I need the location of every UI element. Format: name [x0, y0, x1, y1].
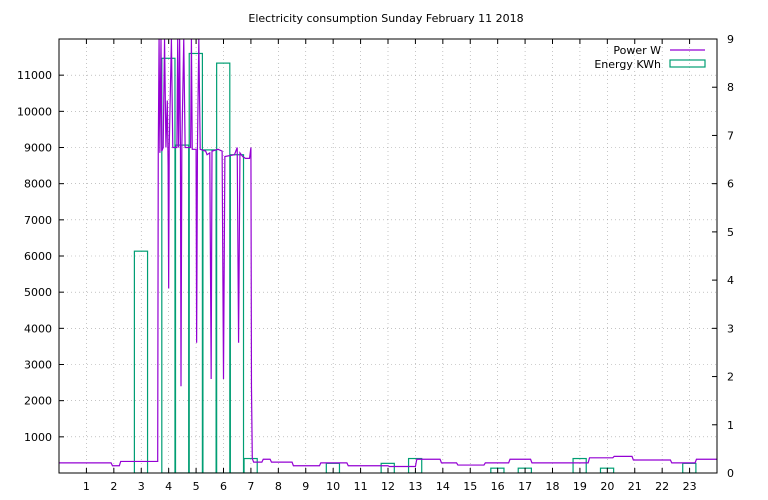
x-tick-label: 4 — [165, 480, 172, 493]
x-tick-label: 16 — [491, 480, 505, 493]
x-tick-label: 8 — [275, 480, 282, 493]
y-right-tick-label: 6 — [727, 178, 734, 191]
x-tick-label: 12 — [381, 480, 395, 493]
y-left-tick-label: 1000 — [24, 431, 52, 444]
x-tick-label: 10 — [326, 480, 340, 493]
x-tick-label: 13 — [408, 480, 422, 493]
y-axis-right-ticks: 0 1 2 3 4 5 6 7 8 9 — [712, 33, 734, 480]
legend-label-power: Power W — [613, 44, 661, 57]
y-left-tick-label: 7000 — [24, 214, 52, 227]
y-left-tick-label: 6000 — [24, 250, 52, 263]
power-line-group — [59, 39, 717, 468]
x-tick-label: 9 — [302, 480, 309, 493]
energy-bar — [229, 154, 245, 473]
y-right-tick-label: 8 — [727, 81, 734, 94]
y-axis-left-ticks: 1000 2000 3000 4000 5000 6000 7000 8000 9000 1000… — [17, 69, 64, 444]
x-tick-label: 19 — [573, 480, 587, 493]
y-right-tick-label: 9 — [727, 33, 734, 46]
y-left-tick-label: 2000 — [24, 395, 52, 408]
y-left-tick-label: 4000 — [24, 322, 52, 335]
y-left-tick-label: 11000 — [17, 69, 52, 82]
x-tick-label: 15 — [463, 480, 477, 493]
y-left-tick-label: 9000 — [24, 142, 52, 155]
x-tick-label: 17 — [518, 480, 532, 493]
x-axis-ticks: 1 2 3 4 5 6 7 8 9 10 11 12 13 14 15 16 17 18 19 20 21 22 23 — [83, 39, 697, 493]
y-left-tick-label: 10000 — [17, 105, 52, 118]
y-left-tick-label: 8000 — [24, 178, 52, 191]
chart-title: Electricity consumption Sunday February … — [248, 12, 523, 25]
y-left-tick-label: 3000 — [24, 359, 52, 372]
legend-label-energy: Energy KWh — [594, 58, 661, 71]
y-right-tick-label: 7 — [727, 129, 734, 142]
y-right-tick-label: 3 — [727, 322, 734, 335]
x-tick-label: 23 — [683, 480, 697, 493]
x-tick-label: 1 — [83, 480, 90, 493]
x-tick-label: 5 — [193, 480, 200, 493]
x-tick-label: 6 — [220, 480, 227, 493]
legend-swatch-energy — [669, 59, 706, 68]
x-tick-label: 22 — [655, 480, 669, 493]
x-tick-label: 18 — [546, 480, 560, 493]
x-tick-label: 2 — [110, 480, 117, 493]
x-tick-label: 21 — [628, 480, 642, 493]
y-right-tick-label: 0 — [727, 467, 734, 480]
y-right-tick-label: 1 — [727, 419, 734, 432]
energy-bar — [133, 250, 149, 473]
power-line — [59, 39, 717, 468]
x-tick-label: 14 — [436, 480, 450, 493]
y-right-tick-label: 5 — [727, 226, 734, 239]
x-tick-label: 3 — [138, 480, 145, 493]
y-right-tick-label: 2 — [727, 371, 734, 384]
legend: Power W Energy KWh — [594, 44, 706, 71]
x-tick-label: 11 — [354, 480, 368, 493]
energy-bar — [380, 462, 395, 473]
x-tick-label: 7 — [247, 480, 254, 493]
y-left-tick-label: 5000 — [24, 286, 52, 299]
y-right-tick-label: 4 — [727, 274, 734, 287]
grid-lines — [59, 39, 717, 473]
x-tick-label: 20 — [600, 480, 614, 493]
